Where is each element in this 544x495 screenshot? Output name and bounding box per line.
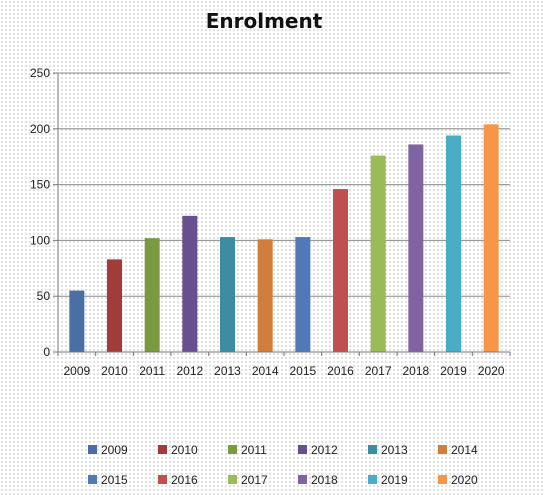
bar-2010: [107, 259, 122, 352]
bars: [69, 124, 499, 352]
x-tick-label: 2019: [440, 364, 467, 378]
bar-2014: [257, 239, 273, 352]
chart-title: Enrolment: [206, 9, 323, 33]
y-tick-label: 0: [43, 345, 50, 359]
x-tick-label: 2009: [63, 364, 90, 378]
bar-2015: [295, 237, 311, 352]
x-tick-label: 2011: [139, 364, 165, 378]
bar-2012: [182, 215, 198, 352]
legend-label-2017: 2017: [241, 473, 268, 487]
legend-swatch-2011: [228, 445, 237, 454]
bar-2011: [144, 238, 160, 352]
legend-label-2009: 2009: [101, 443, 128, 457]
x-tick-label: 2017: [365, 364, 392, 378]
legend-label-2015: 2015: [101, 473, 128, 487]
bar-2018: [408, 144, 424, 352]
bar-2016: [333, 189, 348, 352]
legend-swatch-2020: [438, 475, 447, 484]
legend-swatch-2019: [368, 475, 377, 484]
x-tick-label: 2018: [402, 364, 429, 378]
y-tick-label: 250: [30, 66, 50, 80]
bar-2013: [220, 237, 235, 352]
legend-swatch-2009: [88, 445, 97, 454]
bar-2019: [446, 135, 461, 352]
legend-swatch-2017: [228, 475, 237, 484]
legend-swatch-2014: [438, 445, 447, 454]
legend-label-2014: 2014: [451, 443, 478, 457]
y-tick-label: 150: [30, 178, 50, 192]
x-tick-label: 2013: [214, 364, 241, 378]
legend-label-2011: 2011: [241, 443, 267, 457]
x-tick-label: 2016: [327, 364, 354, 378]
bar-2020: [483, 124, 499, 352]
x-tick-label: 2010: [101, 364, 128, 378]
legend-swatch-2012: [298, 445, 307, 454]
legend-label-2012: 2012: [311, 443, 338, 457]
bar-2017: [370, 155, 386, 352]
y-tick-label: 200: [30, 122, 50, 136]
bar-2009: [69, 290, 85, 352]
axes: 0 50 100 150 200 250 2009 2010 2011 2012 2013 2014 2…: [30, 66, 511, 378]
legend: 2009 2010 2011 2012 2013 2014 2015 2016 2017 2018…: [88, 443, 478, 487]
legend-label-2016: 2016: [171, 473, 198, 487]
x-tick-label: 2020: [478, 364, 505, 378]
legend-label-2018: 2018: [311, 473, 338, 487]
gridlines: [58, 72, 510, 297]
y-tick-label: 50: [37, 289, 51, 303]
legend-swatch-2015: [88, 475, 97, 484]
x-tick-label: 2014: [252, 364, 279, 378]
legend-label-2020: 2020: [451, 473, 478, 487]
y-tick-label: 100: [30, 233, 50, 247]
legend-swatch-2018: [298, 475, 307, 484]
legend-swatch-2013: [368, 445, 377, 454]
legend-swatch-2010: [158, 445, 167, 454]
x-tick-label: 2012: [176, 364, 203, 378]
legend-label-2010: 2010: [171, 443, 198, 457]
legend-swatch-2016: [158, 475, 167, 484]
legend-label-2019: 2019: [381, 473, 408, 487]
x-tick-label: 2015: [289, 364, 316, 378]
legend-label-2013: 2013: [381, 443, 408, 457]
